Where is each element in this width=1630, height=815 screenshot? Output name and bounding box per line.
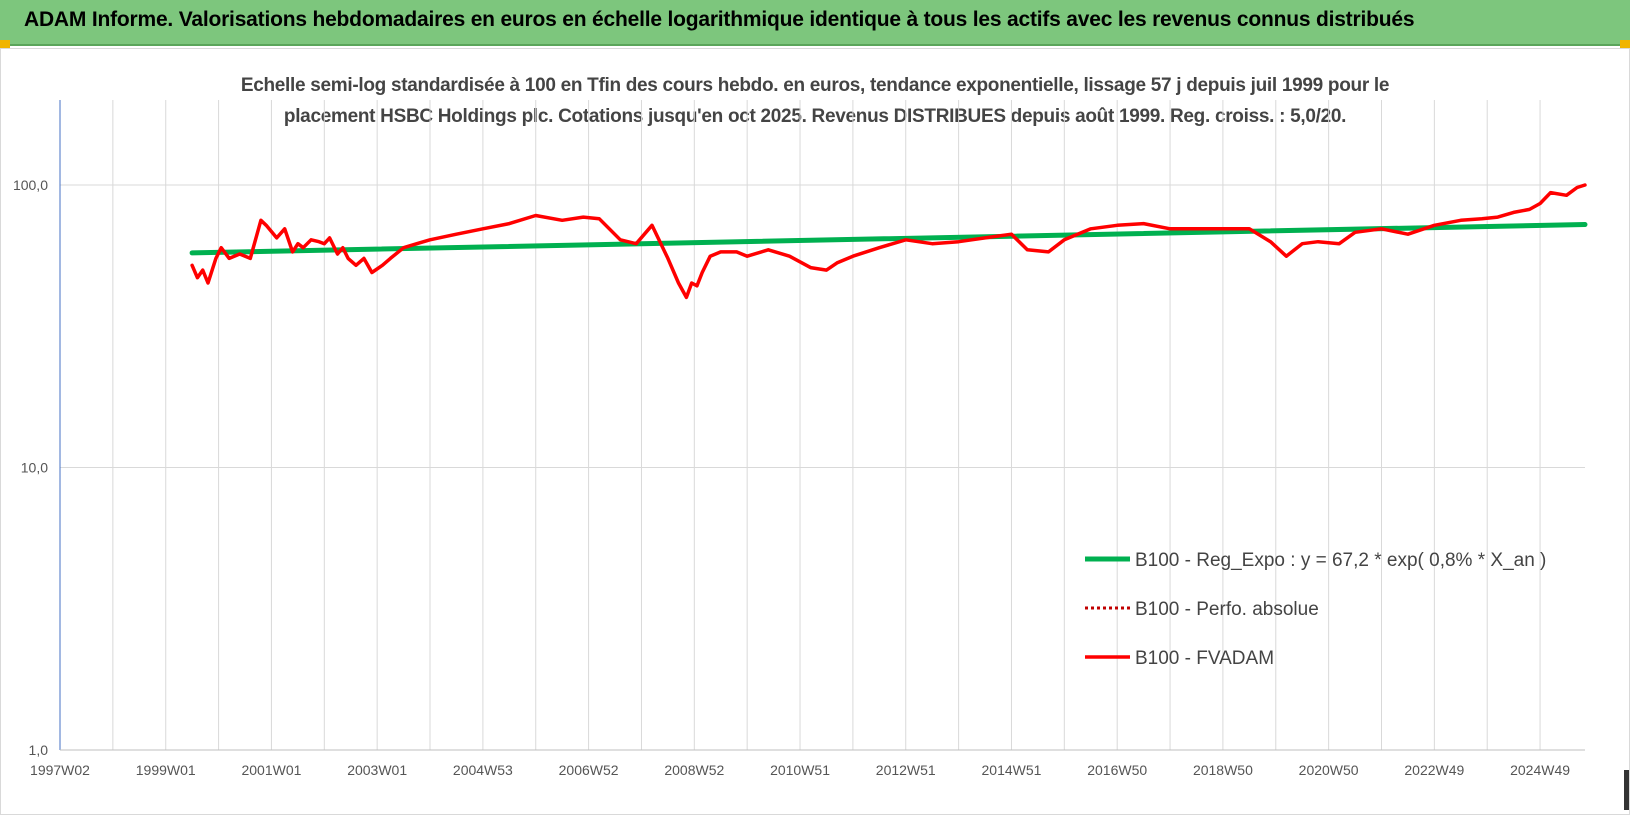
legend-label-3: B100 - FVADAM <box>1135 648 1274 669</box>
chart-gridlines <box>59 100 1585 751</box>
x-tick-label: 2004W53 <box>453 762 513 778</box>
y-tick-label: 1,0 <box>29 742 49 758</box>
x-tick-label: 2020W50 <box>1299 762 1359 778</box>
chart-title-line-1: Echelle semi-log standardisée à 100 en T… <box>240 75 1390 96</box>
x-tick-label: 2022W49 <box>1404 762 1464 778</box>
corner-mark-bottom-right <box>1624 770 1630 810</box>
header-banner: ADAM Informe. Valorisations hebdomadaire… <box>0 0 1630 46</box>
chart-legend: B100 - Reg_Expo : y = 67,2 * exp( 0,8% *… <box>1085 550 1546 669</box>
legend-label-2: B100 - Perfo. absolue <box>1135 599 1319 620</box>
legend-label-1: B100 - Reg_Expo : y = 67,2 * exp( 0,8% *… <box>1135 550 1546 571</box>
chart-series <box>189 183 1588 300</box>
x-tick-label: 1997W02 <box>30 762 90 778</box>
x-tick-label: 2016W50 <box>1087 762 1147 778</box>
x-tick-label: 2006W52 <box>559 762 619 778</box>
x-tick-label: 1999W01 <box>136 762 196 778</box>
x-tick-label: 2014W51 <box>982 762 1042 778</box>
x-tick-label: 2024W49 <box>1510 762 1570 778</box>
x-tick-label: 2003W01 <box>347 762 407 778</box>
x-tick-label: 2010W51 <box>770 762 830 778</box>
x-tick-label: 2008W52 <box>664 762 724 778</box>
x-tick-label: 2012W51 <box>876 762 936 778</box>
y-tick-label: 100,0 <box>13 177 48 193</box>
x-tick-label: 2018W50 <box>1193 762 1253 778</box>
series-line-3 <box>190 183 1587 300</box>
page-title: ADAM Informe. Valorisations hebdomadaire… <box>24 8 1415 31</box>
corner-mark-left <box>0 40 10 48</box>
series-line-1 <box>189 222 1588 256</box>
corner-mark-right <box>1620 40 1630 48</box>
chart-axes: 1,0 10,0 100,0 1997W02 1999W01 2001W01 2003W01… <box>13 100 1585 778</box>
y-tick-label: 10,0 <box>21 460 48 476</box>
x-tick-label: 2001W01 <box>241 762 301 778</box>
chart-title: Echelle semi-log standardisée à 100 en T… <box>230 70 1400 132</box>
chart-title-line-2: placement HSBC Holdings plc. Cotations j… <box>283 106 1347 127</box>
